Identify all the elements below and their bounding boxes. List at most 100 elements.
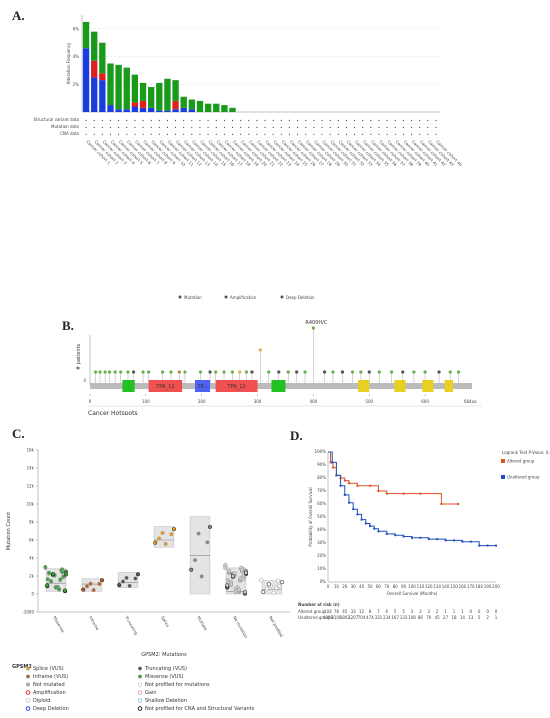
risk-value: 0 (495, 609, 498, 614)
row-marker: • (264, 118, 266, 123)
data-point (271, 590, 276, 595)
bar (156, 82, 163, 111)
risk-value: 5 (478, 615, 481, 620)
data-point (259, 578, 264, 583)
chart-title: Logrank Test P-Value: 0.0712 (502, 450, 550, 455)
x-tick-label: 30 (351, 584, 357, 589)
lollipop-head (423, 370, 427, 374)
bar (123, 109, 130, 112)
row-marker: • (166, 132, 168, 137)
censor-mark (402, 492, 405, 495)
panel-label-b: B. (62, 318, 74, 333)
data-point (45, 583, 50, 588)
row-marker: • (223, 132, 225, 137)
lollipop-head (230, 370, 235, 374)
row-marker: • (296, 132, 298, 137)
row-marker: • (345, 118, 347, 123)
data-point (189, 567, 194, 572)
legend-label: Shallow Deletion (145, 698, 187, 704)
row-marker: • (362, 118, 364, 123)
censor-mark (440, 503, 443, 505)
x-tick-label: 80 (393, 584, 399, 589)
risk-value: 1 (453, 609, 456, 614)
lollipop-head (244, 370, 248, 374)
row-marker: • (272, 132, 274, 137)
data-point (196, 531, 201, 536)
legend-marker (501, 475, 505, 479)
row-marker: • (386, 132, 388, 137)
row-marker: • (142, 125, 144, 130)
lollipop-head (183, 370, 187, 374)
lollipop-head (103, 370, 107, 374)
data-point (62, 588, 68, 593)
y-tick-label: 20% (317, 553, 326, 558)
y-tick-label: 60% (317, 501, 326, 506)
row-marker: • (174, 132, 176, 137)
row-marker: • (183, 132, 185, 137)
row-marker: • (418, 118, 420, 123)
risk-value: 0 (470, 609, 473, 614)
protein-domain (148, 380, 183, 392)
data-point (153, 540, 158, 545)
censor-mark (364, 522, 367, 525)
x-tick-label: 140 (442, 584, 450, 589)
y-axis-label: # patients (76, 344, 82, 371)
bar (91, 77, 98, 112)
row-marker: • (264, 132, 266, 137)
data-point (84, 584, 90, 589)
censor-mark (356, 513, 359, 516)
x-tick-label: 70 (384, 584, 390, 589)
bar (172, 80, 179, 101)
lollipop-head (277, 370, 281, 374)
x-axis-label: Cancer Hotspots (88, 410, 138, 415)
censor-mark (348, 482, 350, 485)
row-marker: • (427, 132, 429, 137)
risk-value: 12 (359, 609, 365, 614)
row-marker: • (321, 118, 323, 123)
row-marker: • (117, 125, 119, 130)
lollipop-head (98, 370, 102, 374)
y-tick-label: 70% (317, 488, 326, 493)
legend-dot (178, 295, 182, 299)
row-marker: • (174, 125, 176, 130)
data-point (243, 570, 249, 575)
row-marker: • (231, 118, 233, 123)
row-marker: • (272, 118, 274, 123)
censor-mark (343, 479, 346, 482)
y-tick-label: 100% (315, 449, 327, 454)
legend-marker (137, 698, 143, 703)
y-tick-label: 0 (31, 592, 34, 597)
x-tick-label: 100 (142, 399, 150, 404)
data-point (261, 589, 266, 595)
protein-domain (122, 380, 135, 392)
row-marker: • (239, 132, 241, 137)
x-tick-label: 300 (254, 399, 262, 404)
censor-mark (329, 461, 332, 464)
x-tick-label: Inframe (88, 615, 100, 631)
data-point (60, 570, 65, 575)
y-tick-label: 16k (27, 448, 35, 453)
y-tick-label: 12k (27, 484, 35, 489)
censor-mark (427, 538, 430, 541)
lollipop-head (437, 370, 441, 374)
data-point (171, 527, 177, 532)
legend-marker (137, 690, 143, 695)
censor-mark (402, 535, 405, 538)
censor-mark (385, 492, 388, 495)
risk-value: 474 (366, 615, 374, 620)
bar (115, 109, 122, 112)
data-point (169, 532, 174, 537)
row-marker: • (239, 125, 241, 130)
row-marker: • (370, 118, 372, 123)
risk-value: 104 (324, 609, 332, 614)
data-point (91, 588, 96, 593)
lollipop-head (169, 370, 173, 374)
x-tick-label: 130 (433, 584, 441, 589)
data-point (192, 558, 198, 563)
row-marker: • (191, 132, 193, 137)
row-marker: • (386, 125, 388, 130)
data-point (238, 576, 243, 581)
data-point (264, 586, 270, 591)
row-marker: • (402, 132, 404, 137)
row-marker: • (345, 125, 347, 130)
